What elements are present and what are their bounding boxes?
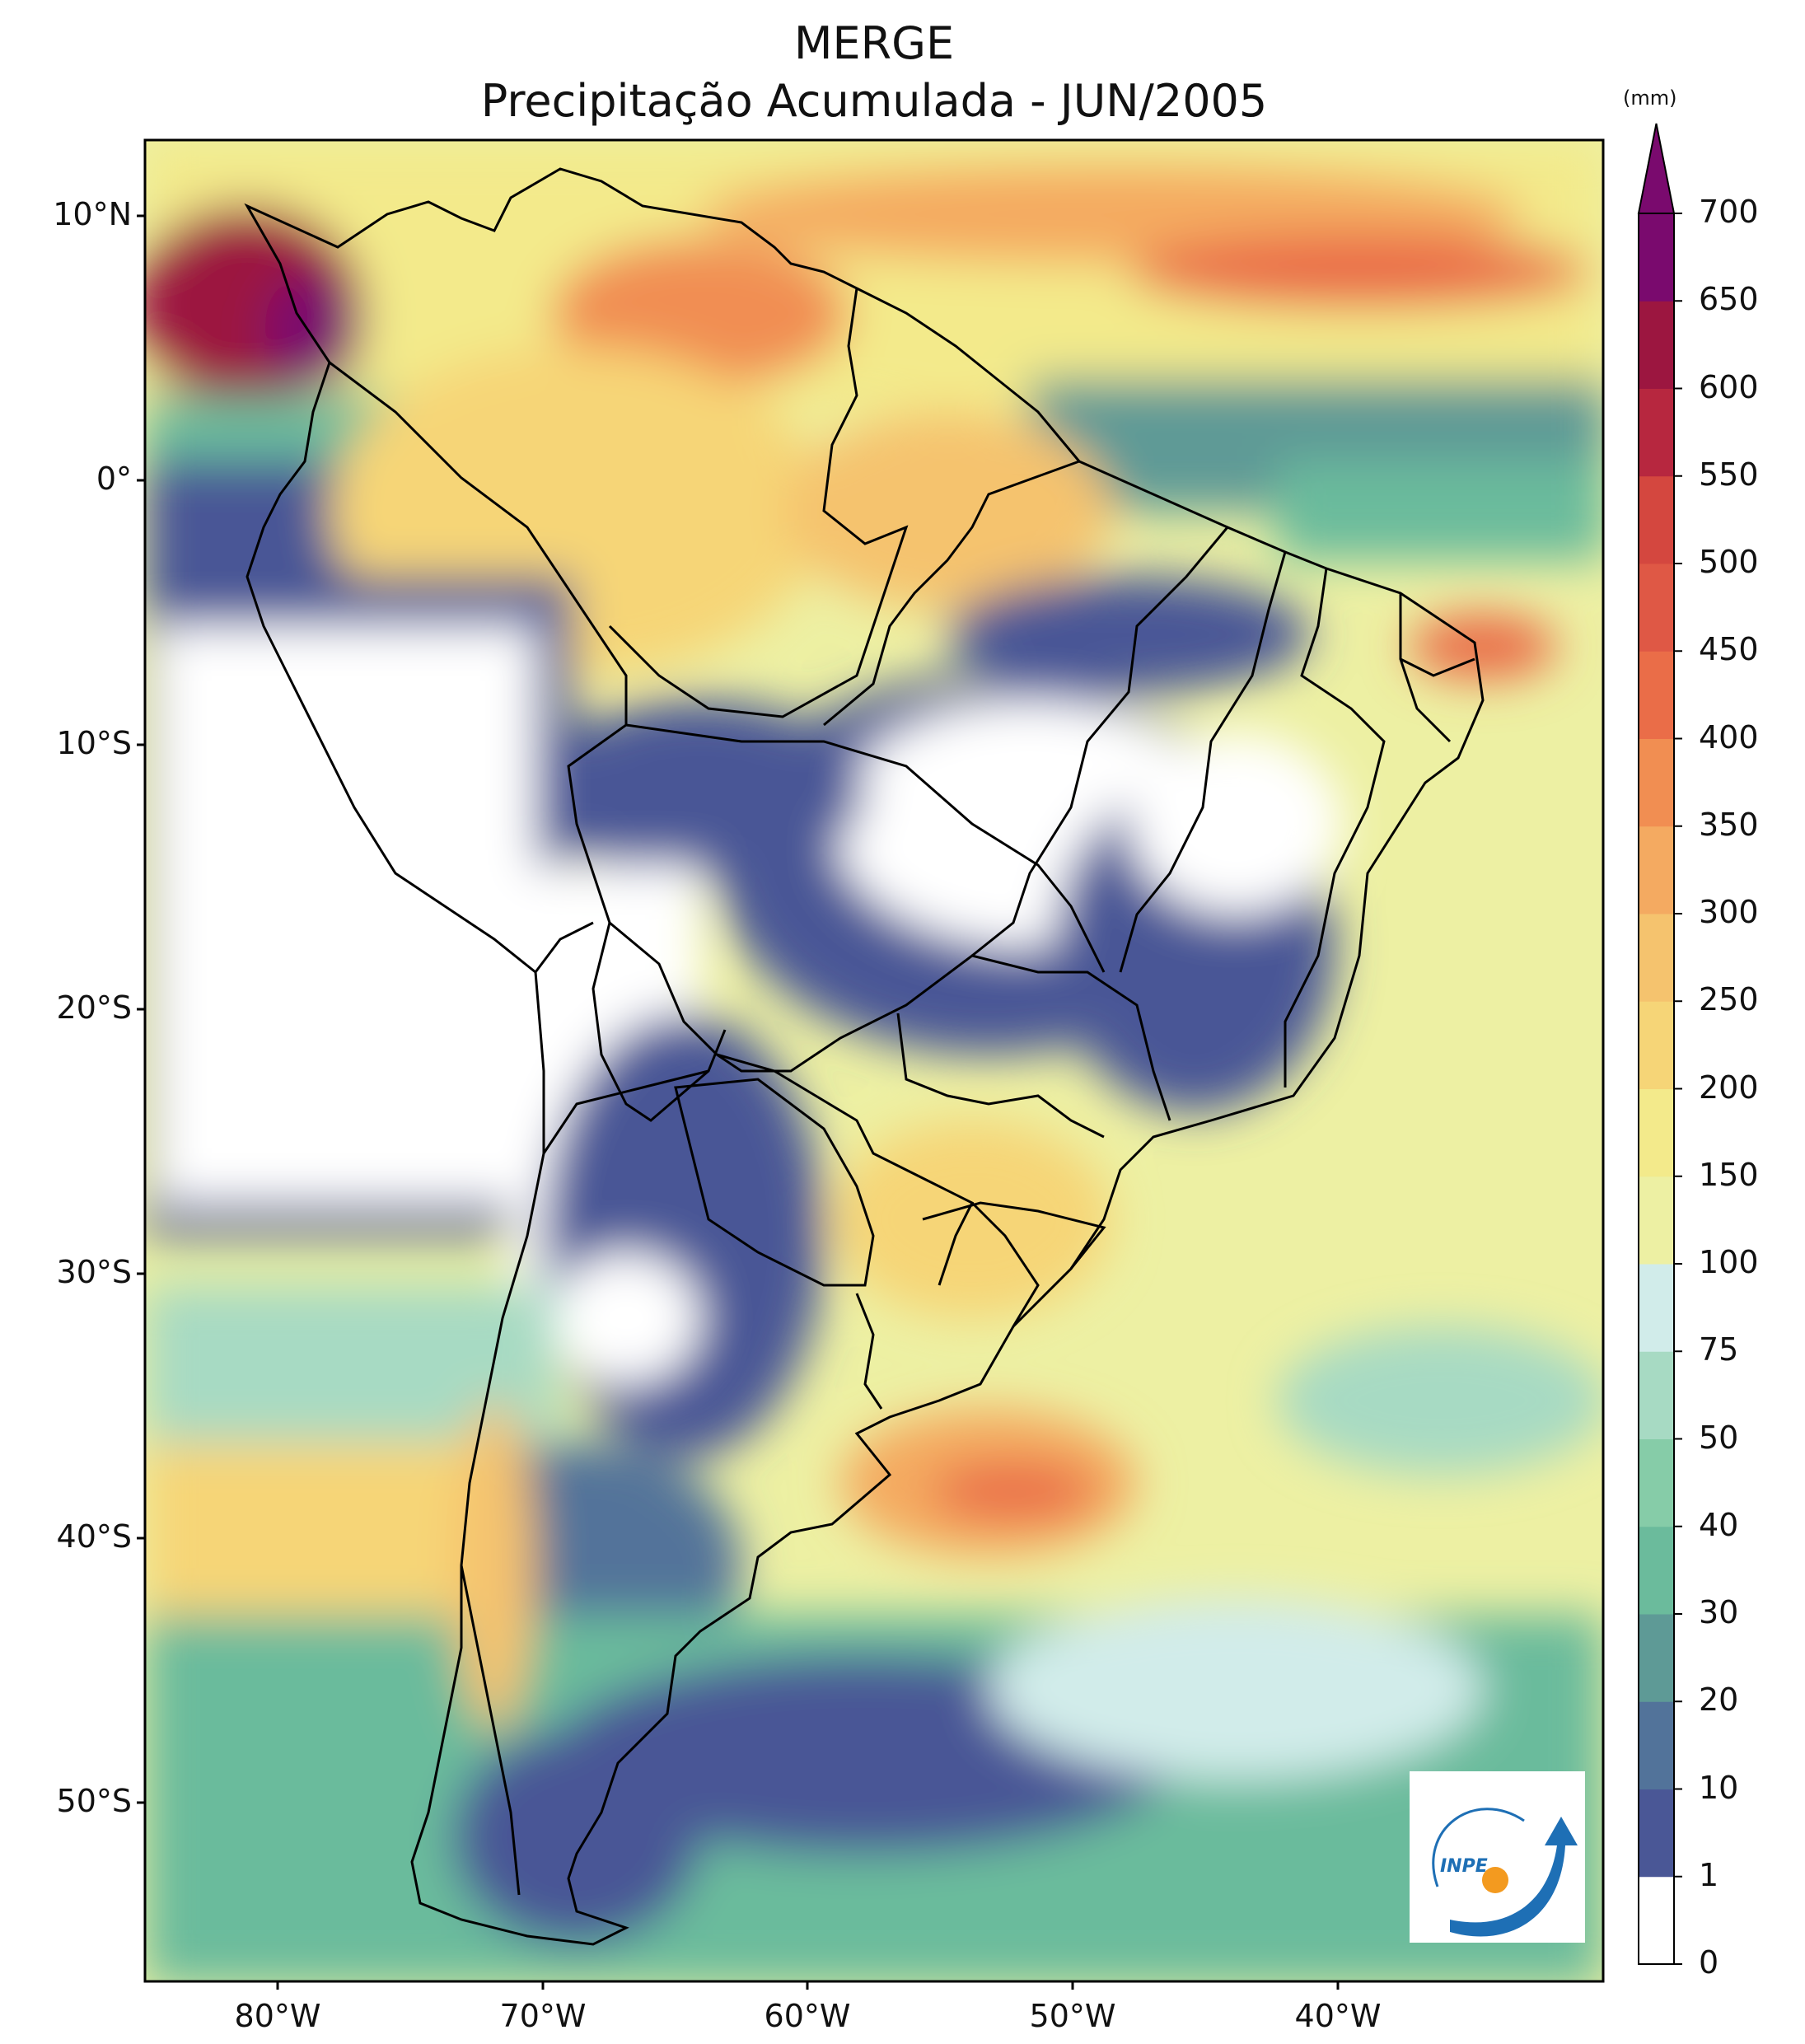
colorbar-tick-label: 30 [1699, 1594, 1739, 1630]
colorbar-tick-label: 400 [1699, 718, 1759, 755]
colorbar-segment [1639, 1701, 1674, 1789]
lon-tick-label: 40°W [1294, 1998, 1382, 2034]
colorbar-segment [1639, 1876, 1674, 1965]
colorbar-segment [1639, 301, 1674, 389]
lat-tick-label: 40°S [56, 1518, 132, 1555]
colorbar-tick-label: 300 [1699, 894, 1759, 930]
colorbar-segment [1639, 1614, 1674, 1702]
colorbar-segment [1639, 1264, 1674, 1352]
colorbar-tick-label: 450 [1699, 631, 1759, 668]
colorbar-segment [1639, 1001, 1674, 1089]
colorbar-tick-label: 0 [1699, 1944, 1719, 1981]
colorbar-segment [1639, 826, 1674, 914]
colorbar-segment [1639, 1351, 1674, 1439]
colorbar-extend-arrow [1637, 123, 1676, 214]
axis-tick-marks [137, 214, 1340, 1990]
colorbar-segment [1639, 475, 1674, 564]
colorbar-tick-label: 200 [1699, 1069, 1759, 1106]
colorbar-segment [1639, 1088, 1674, 1177]
colorbar-segment [1639, 213, 1674, 302]
colorbar-tick-label: 350 [1699, 806, 1759, 843]
colorbar [1637, 123, 1682, 1965]
lat-tick-label: 30°S [56, 1254, 132, 1290]
colorbar-tick-label: 1 [1699, 1856, 1719, 1893]
colorbar-tick-label: 40 [1699, 1506, 1739, 1543]
map-title-line1: MERGE [793, 17, 955, 69]
lat-tick-label: 0° [96, 461, 132, 497]
colorbar-segment [1639, 1438, 1674, 1527]
colorbar-unit: (mm) [1623, 87, 1677, 110]
colorbar-tick-label: 500 [1699, 544, 1759, 580]
colorbar-segment [1639, 651, 1674, 739]
colorbar-tick-label: 10 [1699, 1769, 1739, 1806]
colorbar-segment [1639, 1526, 1674, 1615]
colorbar-tick-label: 100 [1699, 1244, 1759, 1280]
colorbar-tick-label: 650 [1699, 281, 1759, 318]
country-borders [244, 167, 1485, 1946]
colorbar-tick-label: 75 [1699, 1331, 1739, 1368]
colorbar-segment [1639, 914, 1674, 1002]
colorbar-tick-label: 150 [1699, 1156, 1759, 1193]
precipitation-field [145, 140, 1603, 1981]
lon-tick-label: 70°W [499, 1998, 587, 2034]
colorbar-tick-label: 50 [1699, 1419, 1739, 1456]
inpe-logo: INPE [1410, 1771, 1585, 1943]
colorbar-tick-label: 20 [1699, 1682, 1739, 1719]
lon-tick-label: 50°W [1029, 1998, 1116, 2034]
map-title-line2: Precipitação Acumulada - JUN/2005 [480, 75, 1268, 127]
colorbar-segment [1639, 1176, 1674, 1265]
lon-tick-label: 80°W [234, 1998, 321, 2034]
lon-tick-label: 60°W [764, 1998, 851, 2034]
colorbar-segment [1639, 738, 1674, 827]
lat-tick-label: 10°S [56, 725, 132, 761]
colorbar-tick-label: 250 [1699, 981, 1759, 1018]
map-frame [143, 138, 1605, 1983]
inpe-logo-text: INPE [1440, 1856, 1488, 1877]
colorbar-tick-label: 600 [1699, 368, 1759, 405]
colorbar-frame [1638, 213, 1675, 1965]
lat-tick-label: 50°S [56, 1783, 132, 1819]
colorbar-segments [1639, 213, 1682, 1965]
colorbar-segment [1639, 564, 1674, 652]
colorbar-tick-label: 550 [1699, 456, 1759, 493]
lat-tick-label: 20°S [56, 989, 132, 1026]
lat-tick-label: 10°N [53, 196, 132, 232]
colorbar-segment [1639, 1789, 1674, 1878]
colorbar-tick-label: 700 [1699, 194, 1759, 230]
colorbar-segment [1639, 388, 1674, 477]
